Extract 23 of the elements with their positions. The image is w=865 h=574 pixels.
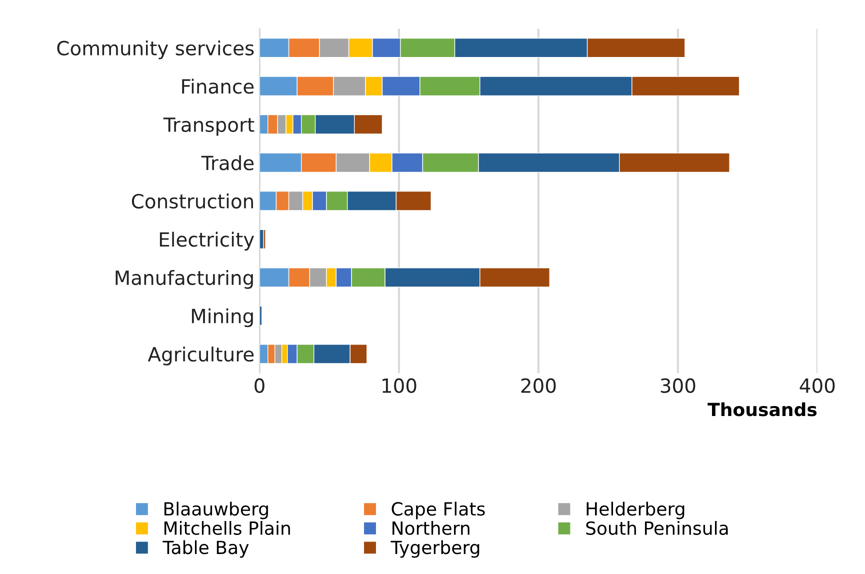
y-tick-label: Mining [192,308,253,328]
legend-label: Cape Flats [392,502,485,520]
legend-label: Mitchells Plain [164,520,290,535]
y-tick-label: Finance [182,78,254,94]
legend-label: South Peninsula [586,520,728,535]
legend-label: Tygerberg [390,540,480,558]
y-tick-label: Transport [163,118,254,136]
y-tick-label: Trade [201,155,254,170]
x-tick-label: 200 [521,378,556,394]
x-tick-label: 100 [382,378,416,394]
y-tick-label: Community services [57,40,254,60]
y-tick-label: Manufacturing [116,270,253,289]
x-tick-label: 400 [800,378,835,394]
y-tick-label: Agriculture [148,346,254,366]
y-tick-label: Electricity [160,232,254,251]
legend-label: Northern [392,520,470,535]
legend-label: Table Bay [162,540,249,558]
x-tick-label: 0 [254,378,264,394]
legend-label: Helderberg [586,502,684,520]
x-tick-label: 300 [660,378,696,394]
y-tick-label: Construction [132,194,253,209]
x-axis-title: Thousands [708,402,817,416]
legend-label: Blaauwberg [164,502,268,520]
